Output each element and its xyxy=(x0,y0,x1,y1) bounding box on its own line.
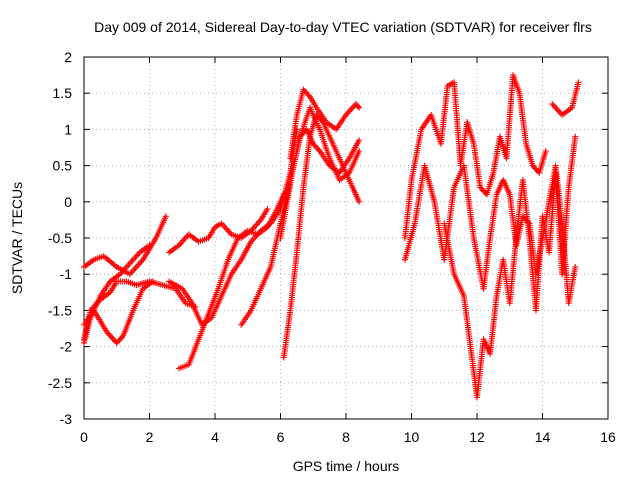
data-point-marker xyxy=(301,129,308,136)
data-point-marker xyxy=(312,143,319,150)
y-tick-label: -2 xyxy=(60,339,73,355)
data-point-marker xyxy=(311,142,318,149)
data-point-marker xyxy=(529,162,536,169)
series-track-12 xyxy=(401,72,549,241)
data-point-marker xyxy=(113,339,120,346)
data-point-marker xyxy=(356,198,363,205)
data-point-marker xyxy=(115,338,122,345)
data-point-marker xyxy=(300,86,307,93)
data-point-marker xyxy=(118,334,125,341)
data-point-marker xyxy=(572,133,579,140)
data-point-marker xyxy=(542,148,549,155)
data-point-marker xyxy=(481,188,488,195)
data-point-marker xyxy=(532,165,539,172)
data-point-marker xyxy=(478,185,485,192)
y-tick-label: 1.5 xyxy=(53,85,73,101)
data-point-marker xyxy=(356,137,363,144)
data-point-marker xyxy=(117,335,124,342)
data-point-marker xyxy=(116,337,123,344)
data-point-marker xyxy=(355,103,362,110)
data-point-marker xyxy=(572,263,579,270)
x-tick-label: 8 xyxy=(342,429,350,445)
data-point-marker xyxy=(356,148,363,155)
data-point-marker xyxy=(477,184,484,191)
y-tick-label: 2 xyxy=(64,49,72,65)
data-point-marker xyxy=(521,214,528,221)
data-point-marker xyxy=(314,145,321,152)
data-point-marker xyxy=(297,133,304,140)
data-point-marker xyxy=(299,130,306,137)
series-track-11 xyxy=(277,126,363,241)
data-point-marker xyxy=(304,90,311,97)
series-track-5 xyxy=(166,206,271,256)
data-point-marker xyxy=(530,164,537,171)
series-track-15 xyxy=(549,79,582,118)
y-tick-label: -1 xyxy=(60,266,73,282)
chart-title: Day 009 of 2014, Sidereal Day-to-day VTE… xyxy=(94,19,592,35)
series-track-10 xyxy=(287,86,363,162)
y-tick-label: -0.5 xyxy=(48,230,72,246)
series-track-14 xyxy=(441,133,579,401)
data-point-marker xyxy=(356,104,363,111)
y-tick-label: 0.5 xyxy=(53,158,73,174)
data-point-marker xyxy=(310,140,317,147)
x-tick-label: 4 xyxy=(211,429,219,445)
x-tick-label: 0 xyxy=(80,429,88,445)
data-point-marker xyxy=(315,146,322,153)
y-tick-label: -1.5 xyxy=(48,302,72,318)
axis-ticks: 0 2 4 6 8 10 12 14 16 -3 -2.5 -2 -1.5 -1 -0.5 0 0.5 1 1.5 2 xyxy=(48,49,616,445)
x-tick-label: 14 xyxy=(535,429,551,445)
data-point-marker xyxy=(298,132,305,139)
x-tick-label: 12 xyxy=(469,429,485,445)
x-tick-label: 16 xyxy=(600,429,616,445)
y-tick-label: 0 xyxy=(64,194,72,210)
series-track-6 xyxy=(175,191,287,372)
y-tick-label: -2.5 xyxy=(48,375,72,391)
data-point-marker xyxy=(533,166,540,173)
series-track-4 xyxy=(81,278,199,343)
data-point-marker xyxy=(146,242,153,249)
x-tick-label: 6 xyxy=(277,429,285,445)
data-point-marker xyxy=(303,89,310,96)
data-point-marker xyxy=(301,88,308,95)
x-tick-label: 10 xyxy=(404,429,420,445)
data-points xyxy=(81,72,582,401)
y-axis-label: SDTVAR / TECUs xyxy=(9,182,25,294)
data-point-marker xyxy=(162,213,169,220)
x-tick-label: 2 xyxy=(146,429,154,445)
x-axis-label: GPS time / hours xyxy=(293,458,400,474)
data-point-marker xyxy=(305,92,312,99)
y-tick-label: 1 xyxy=(64,121,72,137)
y-tick-label: -3 xyxy=(60,411,73,427)
series-track-9 xyxy=(280,111,363,361)
data-point-marker xyxy=(575,79,582,86)
data-point-marker xyxy=(264,206,271,213)
data-point-marker xyxy=(479,187,486,194)
